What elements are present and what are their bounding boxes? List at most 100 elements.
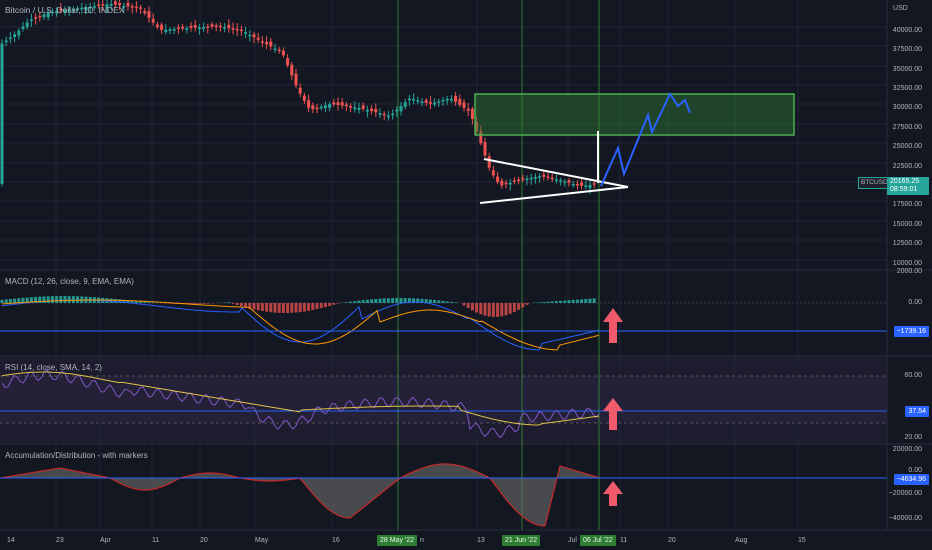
candle-body: [307, 100, 311, 108]
price-tick: 40000.00: [892, 27, 922, 34]
candle-body: [260, 41, 264, 43]
macd-bar: [357, 300, 361, 303]
macd-bar: [34, 296, 38, 303]
candle-body: [113, 1, 117, 5]
macd-bar: [118, 299, 122, 303]
macd-bar: [424, 299, 428, 303]
symbol-title[interactable]: Bitcoin / U.S. Dollar, 1D, INDEX: [5, 5, 125, 15]
candle-body: [395, 109, 399, 112]
price-tick: 22500.00: [892, 163, 922, 170]
macd-bar: [412, 298, 416, 303]
macd-bar: [445, 301, 449, 303]
ad-value-badge: −4634.96: [893, 474, 929, 485]
currency-label: USD: [893, 5, 908, 12]
macd-bar: [46, 296, 50, 303]
macd-bar: [567, 300, 571, 303]
macd-tick: 0.00: [908, 299, 922, 306]
candle-body: [294, 73, 298, 86]
macd-bar: [349, 301, 353, 303]
candle-body: [298, 87, 302, 94]
candle-body: [130, 6, 134, 8]
macd-bar: [38, 296, 42, 303]
candle-body: [227, 24, 231, 29]
candle-body: [109, 4, 113, 6]
candle-body: [357, 107, 361, 110]
price-tick: 27500.00: [892, 124, 922, 131]
macd-bar: [517, 303, 521, 310]
macd-bar: [311, 303, 315, 311]
time-tick: 11: [152, 537, 160, 544]
candle-body: [71, 8, 75, 11]
candle-body: [302, 95, 306, 101]
price-tick: 35000.00: [892, 66, 922, 73]
candle-body: [328, 104, 332, 108]
macd-bar: [147, 302, 151, 303]
candle-body: [55, 11, 59, 14]
candle-body: [319, 106, 323, 109]
ad-tick: 20000.00: [892, 446, 922, 453]
candle-body: [441, 100, 445, 102]
macd-bar: [538, 302, 542, 303]
macd-bar: [4, 299, 8, 303]
macd-bar: [63, 296, 67, 303]
rsi-band: [0, 376, 887, 423]
price-tick: 32500.00: [892, 85, 922, 92]
macd-bar: [496, 303, 500, 317]
price-tick: 17500.00: [892, 201, 922, 208]
ad-label[interactable]: Accumulation/Distribution - with markers: [5, 451, 148, 460]
candle-body: [38, 15, 42, 18]
rsi-ma-line: [1, 371, 600, 426]
last-price-badge: 20165.25 08:59:01: [887, 177, 929, 195]
candle-body: [437, 101, 441, 103]
macd-bar: [277, 303, 281, 313]
macd-bar: [139, 301, 143, 303]
macd-bar: [332, 303, 336, 305]
macd-bar: [441, 300, 445, 303]
candle-body: [97, 4, 101, 7]
candle-body: [172, 29, 176, 31]
candle-body: [361, 105, 365, 109]
candle-body: [176, 27, 180, 29]
candle-body: [386, 115, 390, 118]
candle-body: [374, 109, 378, 113]
macd-bar: [508, 303, 512, 314]
candle-body: [433, 102, 437, 105]
macd-bar: [563, 300, 567, 303]
price-tick: 25000.00: [892, 143, 922, 150]
macd-bar: [17, 298, 21, 303]
time-tick: May: [255, 537, 269, 544]
macd-bar: [462, 303, 466, 306]
candle-body: [475, 121, 479, 131]
projection-path: [600, 91, 691, 187]
macd-label[interactable]: MACD (12, 26, close, 9, EMA, EMA): [5, 277, 134, 286]
candle-body: [491, 170, 495, 176]
macd-bar: [265, 303, 269, 312]
macd-bar: [466, 303, 470, 309]
time-badge-jun21: 21 Jun '22: [502, 535, 541, 546]
ad-area: [2, 464, 600, 526]
candle-body: [151, 18, 155, 23]
candle-body: [533, 176, 537, 179]
candle-body: [273, 48, 277, 50]
macd-tick: 2000.00: [896, 268, 922, 275]
candle-body: [101, 4, 105, 6]
macd-bar: [365, 299, 369, 303]
macd-bar: [235, 303, 239, 306]
candle-body: [559, 180, 563, 182]
candle-body: [189, 25, 193, 28]
macd-bar: [525, 303, 529, 305]
macd-bar: [223, 302, 227, 303]
candle-body: [0, 43, 4, 184]
candle-body: [399, 106, 403, 112]
arrow-up-rsi: [603, 398, 623, 430]
ad-tick: −20000.00: [888, 490, 922, 497]
candle-body: [118, 3, 122, 6]
candle-body: [416, 100, 420, 102]
macd-bar: [122, 299, 126, 303]
rsi-label[interactable]: RSI (14, close, SMA, 14, 2): [5, 363, 102, 372]
candle-body: [8, 37, 12, 40]
macd-bar: [386, 298, 390, 303]
macd-bar: [189, 303, 193, 304]
candle-body: [139, 7, 143, 9]
